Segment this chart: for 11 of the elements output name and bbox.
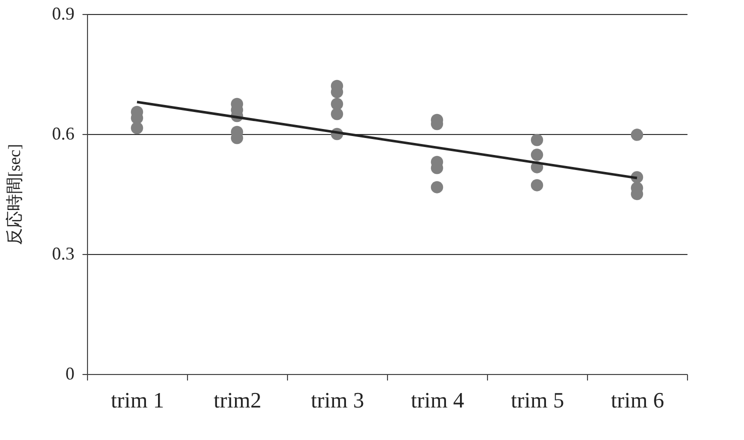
x-tick-label: trim 4: [410, 388, 464, 412]
y-tick-label: 0.9: [52, 4, 74, 24]
x-tick-label: trim 6: [610, 388, 664, 412]
y-tick-label: 0: [66, 364, 74, 384]
x-tick-label: trim 1: [110, 388, 164, 412]
y-axis-title: 反応時間[sec]: [5, 144, 24, 246]
x-tick-label: trim 5: [510, 388, 564, 412]
y-tick-label: 0.6: [52, 124, 74, 144]
x-tick-label: trim 3: [310, 388, 364, 412]
x-tick-label: trim2: [214, 388, 262, 412]
y-tick-label: 0.3: [52, 244, 74, 264]
